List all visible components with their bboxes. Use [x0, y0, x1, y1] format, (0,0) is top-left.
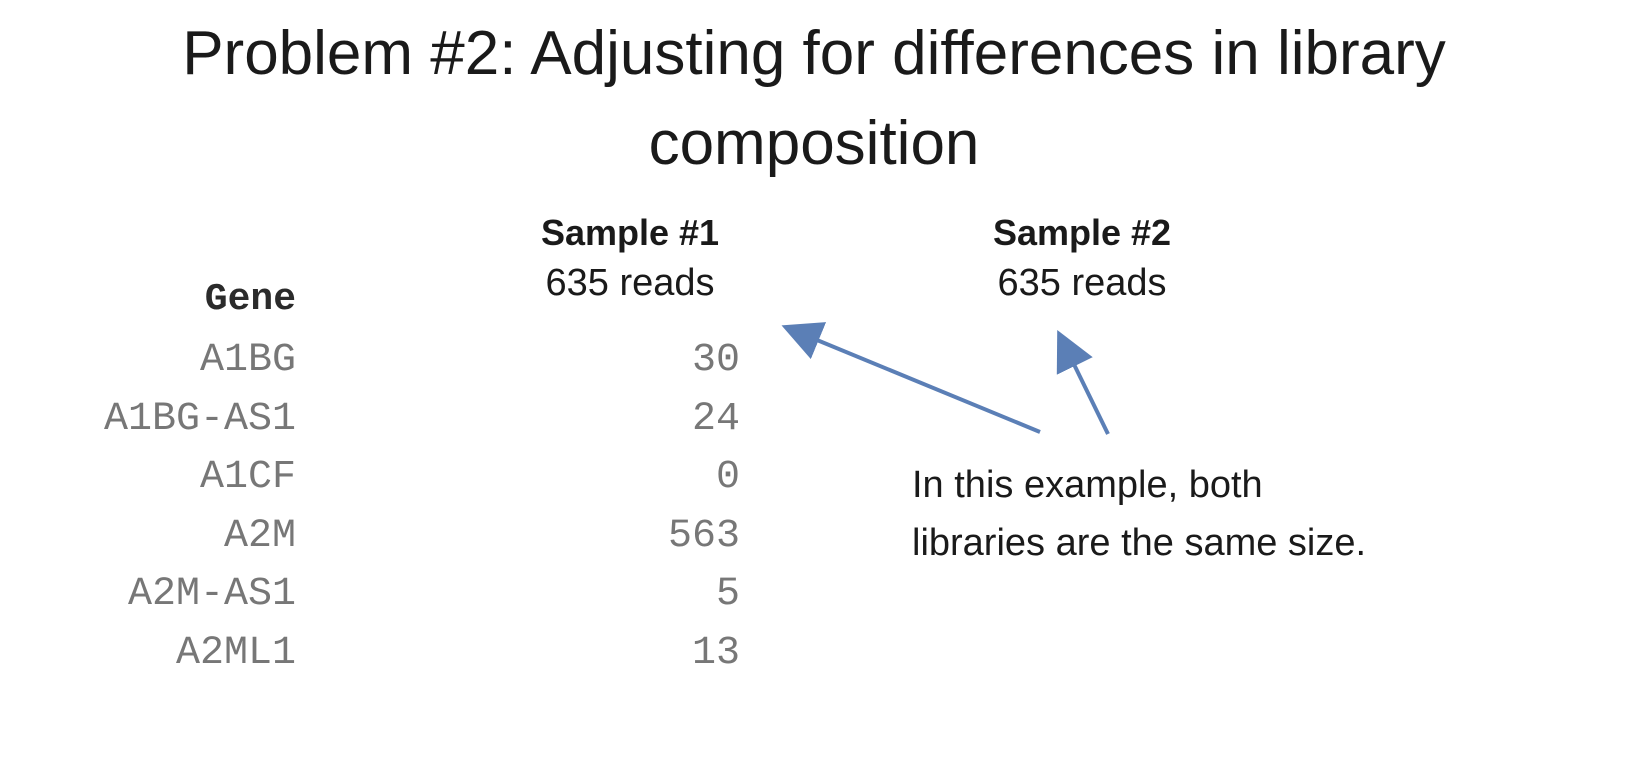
gene-column-header: Gene — [204, 278, 296, 321]
read-count-cell: 24 — [691, 396, 740, 442]
annotation-note: In this example, both libraries are the … — [912, 456, 1366, 572]
sample-1-values: 30 24 0 563 5 13 — [540, 332, 740, 683]
read-count-cell: 0 — [715, 455, 740, 500]
gene-cell: A2M-AS1 — [127, 572, 296, 617]
read-count-cell: 30 — [691, 338, 740, 383]
sample-2-reads: 635 reads — [997, 262, 1167, 304]
gene-list: A1BG A1BG-AS1 A1CF A2M A2M-AS1 A2ML1 — [0, 332, 296, 683]
read-count-cell: 563 — [667, 513, 740, 559]
arrow-to-sample-2-icon — [1056, 330, 1110, 435]
read-count-cell: 13 — [691, 630, 740, 676]
read-count-cell: 5 — [715, 572, 740, 617]
slide-title-line-2: composition — [648, 109, 980, 178]
gene-cell: A1BG-AS1 — [103, 396, 296, 442]
slide-title-line-1: Problem #2: Adjusting for differences in… — [182, 19, 1446, 88]
gene-cell: A2M — [223, 513, 296, 559]
gene-cell: A1BG — [199, 338, 296, 383]
gene-cell: A1CF — [199, 455, 296, 500]
arrow-to-sample-1-icon — [781, 322, 1041, 434]
annotation-line-2: libraries are the same size. — [912, 522, 1367, 564]
gene-cell: A2ML1 — [175, 630, 296, 676]
annotation-line-1: In this example, both — [912, 464, 1263, 506]
sample-2-header: Sample #2 — [992, 212, 1172, 253]
sample-1-reads: 635 reads — [545, 262, 715, 304]
sample-1-header: Sample #1 — [540, 212, 720, 253]
